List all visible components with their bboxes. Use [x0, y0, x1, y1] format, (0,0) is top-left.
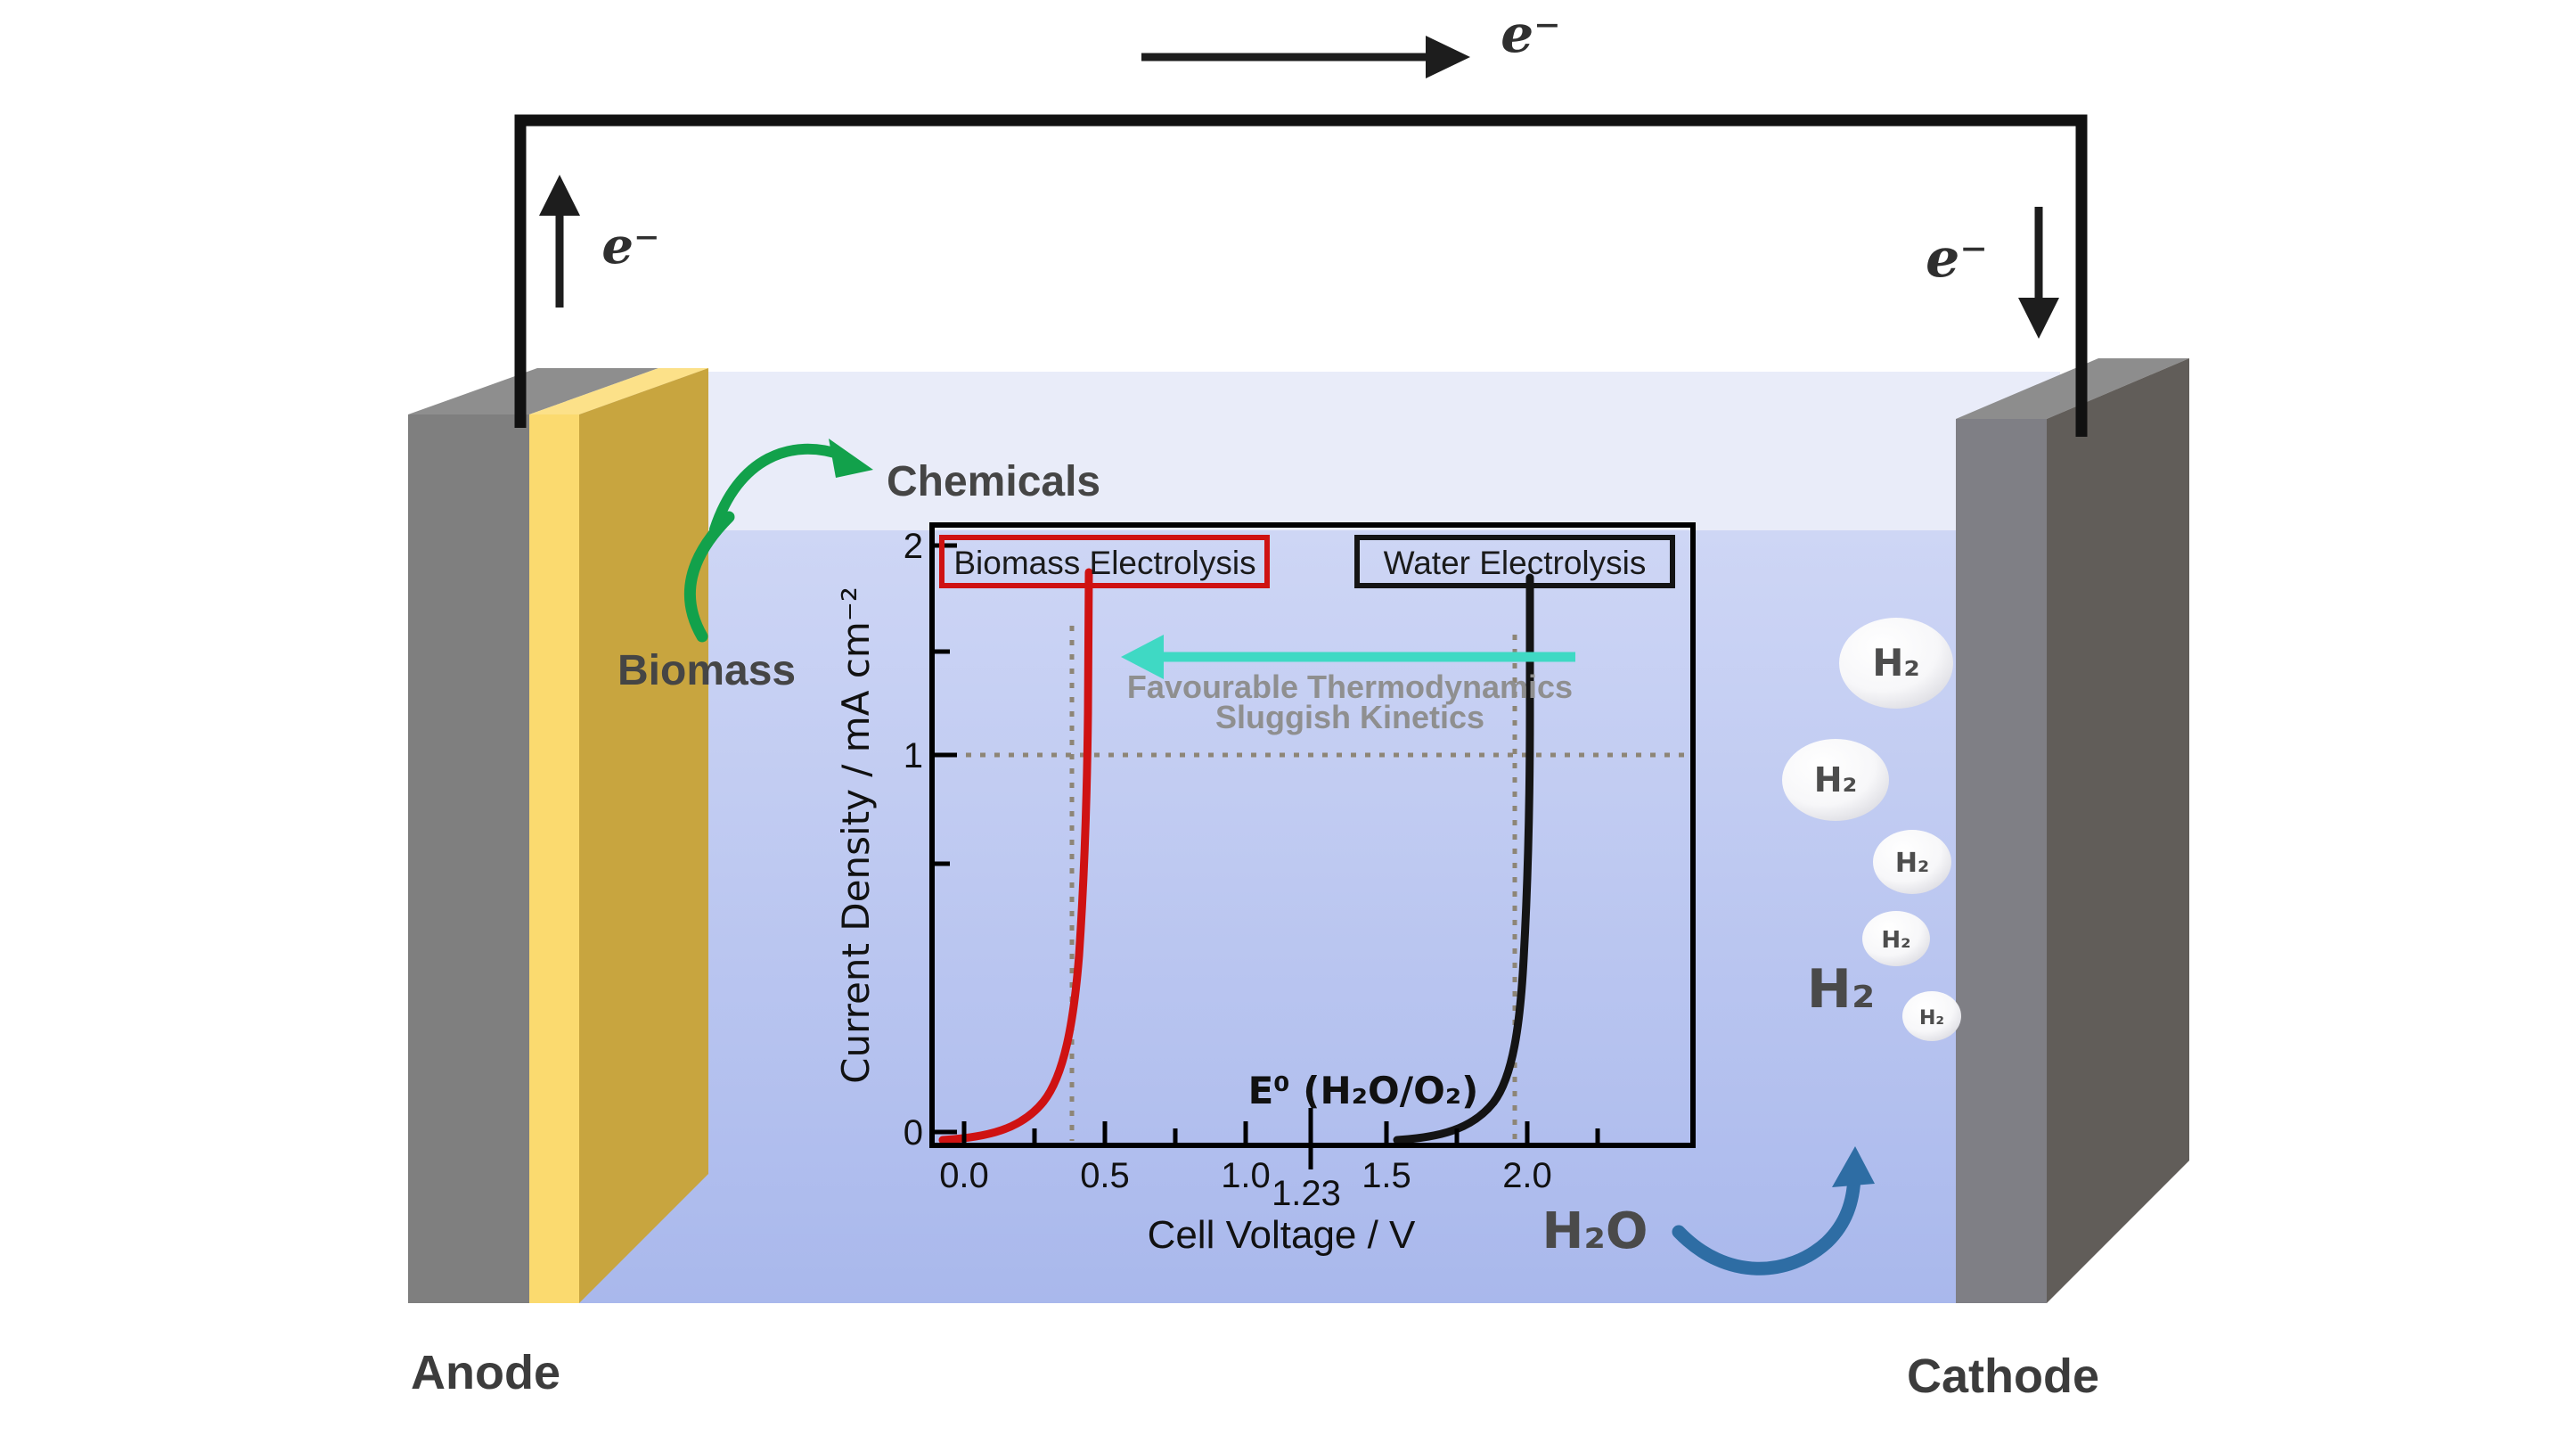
electron-arrow-left-head-icon	[539, 175, 580, 216]
electron-flow-top: e⁻	[1141, 4, 1561, 78]
xtick-1.5: 1.5	[1362, 1156, 1411, 1195]
electron-arrow-top-head-icon	[1426, 36, 1470, 78]
biomass-label: Biomass	[617, 647, 796, 694]
xtick-1.0: 1.0	[1221, 1156, 1271, 1195]
y-axis-title: Current Density / mA cm⁻²	[834, 587, 878, 1084]
chemicals-arrowhead-icon	[829, 439, 873, 478]
water-feed: H₂O	[1542, 1146, 1875, 1276]
cathode-front	[1956, 419, 2047, 1303]
electron-label-right: e⁻	[1926, 227, 1988, 290]
cathode-top	[1956, 358, 2189, 419]
polarization-chart: 2 1 0 0.0 0.5 1.0 1.5 2.0 1.23 E⁰ (H₂O/O…	[834, 522, 1696, 1257]
legend-biomass-box	[939, 535, 1270, 588]
h2o-label: H₂O	[1542, 1202, 1648, 1260]
electron-label-left: e⁻	[601, 217, 659, 275]
h2-bubble-sphere	[1862, 911, 1930, 966]
ytick-1: 1	[904, 736, 923, 775]
favourable-thermodynamics-arrow	[1121, 635, 1575, 679]
anode-top-gold	[529, 368, 708, 414]
legend-water-box	[1354, 535, 1675, 588]
cathode-caption: Cathode	[1907, 1349, 2099, 1403]
h2-bubble-label: H₂	[1814, 760, 1857, 800]
h2o-arrow-shaft	[1672, 1169, 1861, 1276]
h2-bubble-sphere	[1902, 991, 1961, 1041]
water-electrolysis-curve	[1393, 573, 1534, 1144]
circuit-wire	[514, 114, 2088, 437]
hydrogen-bubbles: H₂ H₂ H₂ H₂ H₂	[1782, 618, 1961, 1041]
xtick-0.0: 0.0	[939, 1156, 989, 1195]
teal-arrowhead-icon	[1121, 635, 1164, 679]
cathode-side	[2047, 358, 2189, 1303]
chemicals-label: Chemicals	[887, 458, 1100, 505]
electrolyte	[579, 372, 2060, 1303]
electron-label-top: e⁻	[1501, 4, 1561, 64]
h2-bubble-label: H₂	[1872, 641, 1920, 685]
h2-bubble: H₂	[1873, 830, 1951, 894]
h2-product-label: H₂	[1807, 958, 1876, 1021]
annotation-thermodynamics: Favourable Thermodynamics	[1127, 669, 1573, 705]
legend-water: Water Electrolysis	[1354, 535, 1675, 588]
ytick-0: 0	[904, 1113, 923, 1153]
legend-biomass: Biomass Electrolysis	[939, 535, 1270, 588]
h2-bubble-sphere	[1782, 739, 1889, 821]
cathode-electrode	[1956, 358, 2189, 1303]
chemicals-arrow-shaft	[709, 443, 848, 535]
anode-side-gold	[579, 368, 708, 1303]
h2-bubble-label: H₂	[1881, 927, 1910, 954]
h2-bubble-label: H₂	[1895, 848, 1929, 879]
ytick-2: 2	[904, 527, 923, 566]
h2-bubble: H₂	[1902, 991, 1961, 1041]
xtick-0.5: 0.5	[1080, 1156, 1130, 1195]
anode-electrode	[408, 368, 708, 1303]
legend-biomass-label: Biomass Electrolysis	[953, 545, 1255, 581]
anode-caption: Anode	[411, 1346, 560, 1399]
xtick-2.0: 2.0	[1502, 1156, 1552, 1195]
anode-front-gold-layer	[529, 414, 579, 1303]
h2-bubble: H₂	[1862, 911, 1930, 966]
h2-bubble-label: H₂	[1919, 1007, 1944, 1030]
x-axis-ticks	[961, 1108, 1600, 1169]
h2-bubble-sphere	[1839, 618, 1953, 709]
h2-bubble: H₂	[1782, 739, 1889, 821]
biomass-to-chemicals-arrows	[683, 439, 873, 643]
h2-bubble-sphere	[1873, 830, 1951, 894]
x-axis-title: Cell Voltage / V	[1148, 1213, 1416, 1257]
h2o-arrowhead-icon	[1832, 1146, 1875, 1187]
electron-flow-right: e⁻	[1926, 207, 2059, 339]
legend-water-label: Water Electrolysis	[1384, 545, 1647, 581]
y-axis-ticks	[935, 543, 957, 1135]
e0-standard-potential-label: E⁰ (H₂O/O₂)	[1248, 1069, 1479, 1112]
anode-front-gray	[408, 414, 529, 1303]
electron-flow-left: e⁻	[539, 175, 660, 308]
anode-top-gray	[408, 368, 658, 414]
electron-arrow-right-head-icon	[2018, 298, 2059, 339]
h2-bubble: H₂	[1839, 618, 1953, 709]
biomass-electrolysis-curve	[938, 568, 1093, 1144]
xtick-1.23: 1.23	[1272, 1174, 1341, 1213]
annotation-kinetics: Sluggish Kinetics	[1215, 699, 1484, 735]
